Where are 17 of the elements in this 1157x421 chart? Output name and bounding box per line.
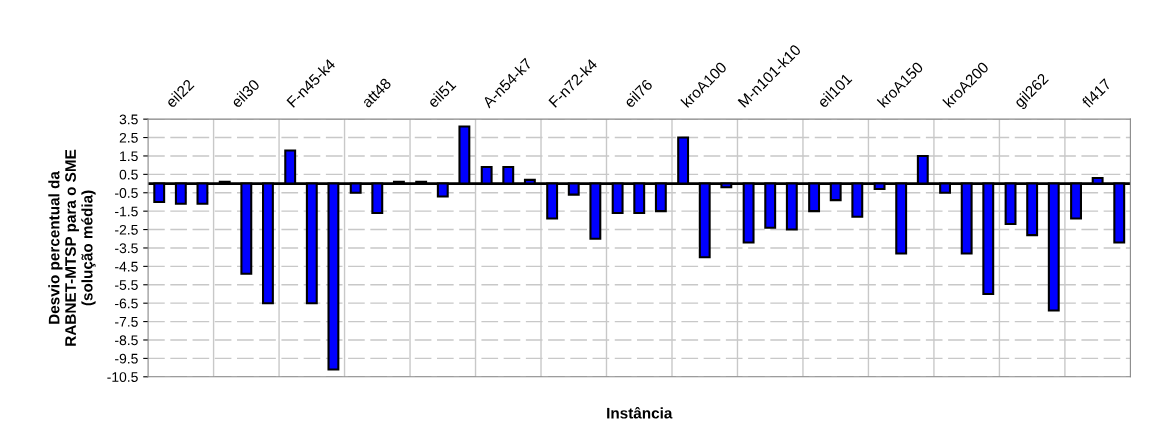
y-tick-label: -8.5 <box>115 335 138 346</box>
y-tick-label: 1.5 <box>120 151 138 162</box>
y-tick-label: -4.5 <box>115 261 138 272</box>
y-tick-label: -5.5 <box>115 280 138 290</box>
y-tick-label: -2.5 <box>115 224 138 235</box>
x-axis-title: Instância <box>607 407 673 419</box>
y-tick-label: -0.5 <box>115 188 138 198</box>
y-tick-label: 3.5 <box>119 114 138 125</box>
y-tick-label: -10.5 <box>107 372 138 382</box>
y-tick-label: -6.5 <box>115 298 138 309</box>
y-tick-label: -3.5 <box>115 243 138 254</box>
y-tick-label: -1.5 <box>115 206 138 217</box>
y-tick-label: -9.5 <box>115 353 138 364</box>
y-tick-label: -7.5 <box>115 317 138 327</box>
y-tick-label: 0.5 <box>119 169 138 180</box>
y-axis-title: Desvio percentual da RABNET-MTSP para o SME (solução média) <box>48 149 96 346</box>
y-tick-label: 2.5 <box>119 132 138 143</box>
